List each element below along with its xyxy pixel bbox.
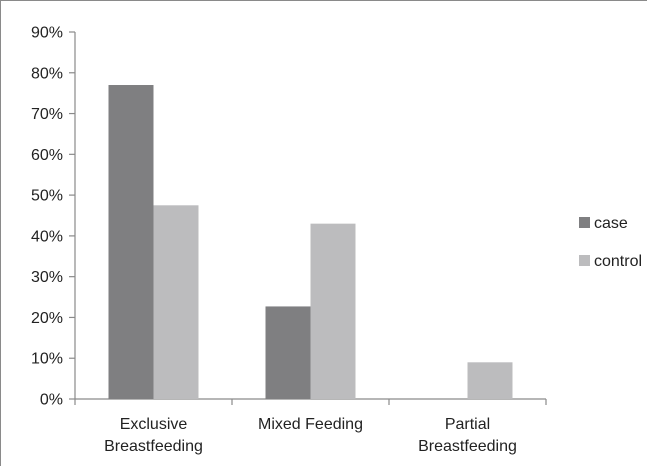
bar-control-2 (467, 362, 513, 399)
bar-control-0 (153, 205, 199, 399)
y-tick-label: 30% (31, 269, 63, 286)
y-tick-label: 50% (31, 188, 63, 205)
y-tick-label: 60% (31, 147, 63, 164)
legend-label-control: control (594, 253, 642, 270)
x-category-label: Breastfeeding (418, 438, 517, 455)
labels: 0% 10% 20% 30% 40% 50% 60% 70% 80% 90% Exclusive Br… (31, 25, 517, 456)
y-tick-label: 10% (31, 351, 63, 368)
bar-case-1 (265, 306, 311, 399)
y-tick-label: 0% (40, 392, 63, 409)
x-category-label: Exclusive (120, 416, 188, 433)
bar-control-1 (310, 223, 356, 399)
legend: case control (579, 215, 642, 270)
bar-case-0 (108, 85, 154, 399)
y-tick-label: 90% (31, 25, 63, 42)
bars (108, 85, 513, 399)
legend-label-case: case (594, 215, 628, 232)
x-category-label: Partial (445, 416, 490, 433)
y-tick-label: 70% (31, 106, 63, 123)
x-category-label: Breastfeeding (104, 438, 203, 455)
y-tick-label: 40% (31, 228, 63, 245)
legend-swatch-case (579, 217, 590, 228)
x-category-label: Mixed Feeding (258, 416, 363, 433)
y-tick-label: 80% (31, 65, 63, 82)
y-tick-label: 20% (31, 310, 63, 327)
legend-swatch-control (579, 255, 590, 266)
